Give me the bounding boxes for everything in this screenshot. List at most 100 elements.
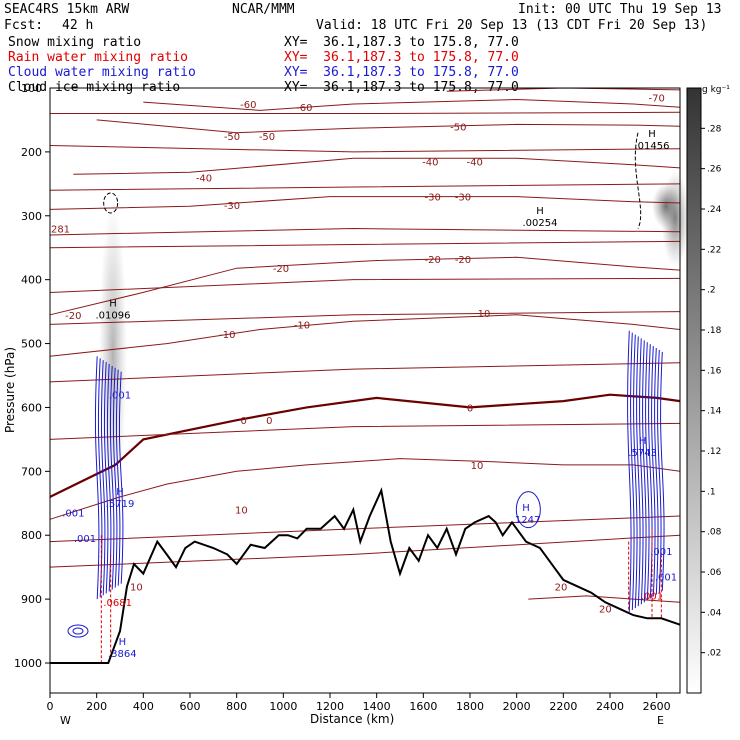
extremum-marker: H [109, 298, 117, 309]
x-axis-label: Distance (km) [310, 712, 394, 726]
contour-label: 10 [130, 582, 143, 593]
snow-contour [634, 132, 642, 229]
x-tick-label: 2000 [503, 700, 531, 713]
cloud-water-contour [103, 362, 109, 594]
colorbar-tick-label: .28 [707, 124, 722, 134]
isotherm-line [49, 196, 681, 210]
y-tick-label: 400 [21, 274, 42, 287]
x-end-east: E [657, 714, 664, 727]
contour-label: 10 [235, 506, 248, 517]
x-tick-label: 0 [47, 700, 54, 713]
y-tick-label: 1000 [14, 657, 42, 670]
contour-label: 0 [266, 416, 272, 427]
field-name-snow: Snow mixing ratio [8, 35, 142, 50]
extremum-value: .5743 [628, 448, 657, 459]
isotherm-line [73, 157, 681, 175]
x-tick-label: 200 [86, 700, 107, 713]
x-tick-label: 800 [226, 700, 247, 713]
extremum-value: .5719 [106, 499, 135, 510]
contour-label: -30 [224, 201, 240, 212]
cloud-water-contour [642, 340, 647, 603]
isotherm-line [49, 256, 681, 316]
cloud-water-contour [639, 338, 644, 605]
contour-label: -40 [422, 157, 438, 168]
isotherm-line [49, 228, 681, 236]
valid-time: Valid: 18 UTC Fri 20 Sep 13 (13 CDT Fri … [316, 18, 708, 33]
extremum-value: .001 [650, 547, 672, 558]
x-tick-label: 1000 [269, 700, 297, 713]
extremum-value: .01096 [96, 310, 131, 321]
contour-label: -10 [219, 330, 235, 341]
extremum-marker: H [119, 637, 127, 648]
colorbar [686, 87, 702, 694]
isotherm-line [49, 277, 681, 293]
init-time: Init: 00 UTC Thu 19 Sep 13 [518, 2, 722, 17]
y-tick-label: 100 [21, 82, 42, 95]
x-tick-label: 600 [180, 700, 201, 713]
cloud-water-contour [651, 346, 656, 597]
extremum-value: .001 [655, 572, 677, 583]
extremum-value: .001 [62, 508, 84, 519]
y-tick-label: 800 [21, 529, 42, 542]
extremum-marker: H [648, 129, 656, 140]
x-tick-label: 1800 [456, 700, 484, 713]
contour-label: 10 [471, 461, 484, 472]
y-tick-label: 300 [21, 210, 42, 223]
colorbar-tick-label: .26 [707, 165, 722, 175]
plot-frame [49, 87, 681, 694]
isotherm-line [96, 119, 681, 134]
colorbar-tick-label: .02 [707, 649, 721, 659]
contour-label: -60 [240, 100, 256, 111]
field-xy-cloud-water: XY= 36.1,187.3 to 175.8, 77.0 [284, 65, 519, 80]
contour-label: 20 [599, 605, 612, 616]
fcst-label: Fcst: [4, 18, 44, 33]
extremum-value: .01456 [635, 141, 670, 152]
cloud-water-contour [654, 348, 659, 595]
colorbar-tick-label: .12 [707, 447, 721, 457]
contour-label: 0 [467, 403, 473, 414]
cloud-water-contour [636, 336, 641, 607]
colorbar-tick-label: .22 [707, 245, 721, 255]
y-tick-label: 500 [21, 338, 42, 351]
colorbar-tick-label: .1 [707, 487, 716, 497]
extremum-value: .001 [74, 534, 96, 545]
x-tick-label: 400 [133, 700, 154, 713]
contour-label: -50 [259, 132, 275, 143]
isotherm-line [50, 111, 681, 115]
terrain-line [50, 487, 681, 664]
y-tick-label: 700 [21, 465, 42, 478]
isotherm-line [49, 240, 681, 249]
cloud-water-contour [515, 491, 541, 529]
colorbar-tick-label: .16 [707, 366, 722, 376]
cloud-water-contour [100, 360, 106, 596]
extremum-value: .00254 [523, 218, 558, 229]
center-label: NCAR/MMM [232, 2, 295, 17]
contour-label: 20 [555, 582, 568, 593]
colorbar-tick-label: .14 [707, 407, 722, 417]
field-name-rain: Rain water mixing ratio [8, 50, 189, 65]
isotherm-line [528, 595, 681, 603]
cloud-water-contour [118, 371, 124, 584]
extremum-marker: H [536, 206, 544, 217]
isotherm-line [49, 145, 681, 153]
extremum-value: .0681 [103, 598, 132, 609]
colorbar-tick-label: .04 [707, 608, 722, 618]
colorbar-unit: g kg⁻¹ [702, 85, 730, 95]
cloud-water-contour [633, 334, 638, 609]
y-tick-label: 200 [21, 146, 42, 159]
chart-title: SEAC4RS 15km ARW [4, 2, 130, 17]
cloud-water-contour [630, 332, 635, 610]
snow-contour [103, 192, 119, 214]
x-tick-label: 2200 [549, 700, 577, 713]
cloud-water-contour [657, 349, 662, 593]
isotherm-line [49, 422, 681, 440]
extremum-value: .001 [641, 592, 663, 603]
field-xy-snow: XY= 36.1,187.3 to 175.8, 77.0 [284, 35, 519, 50]
contour-label: -70 [648, 94, 664, 105]
y-tick-label: 600 [21, 401, 42, 414]
isotherm-line [49, 458, 681, 520]
isotherm-line [49, 183, 681, 191]
cloud-water-contour [94, 356, 100, 600]
contour-label: -20 [424, 255, 440, 266]
cloud-water-contour [627, 330, 632, 612]
